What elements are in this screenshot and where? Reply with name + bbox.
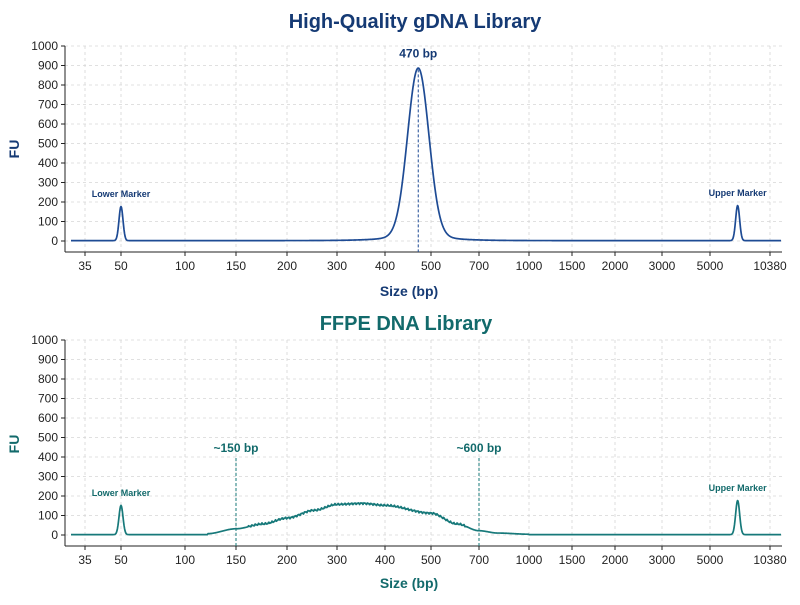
x-tick-label: 100 [175,259,195,273]
y-tick-label: 600 [38,411,58,425]
y-axis-title: FU [6,435,22,454]
x-tick-label: 3000 [649,259,676,273]
x-tick-label: 50 [114,553,128,567]
x-tick-label: 400 [375,553,395,567]
y-tick-label: 500 [38,431,58,445]
marker-label: Lower Marker [92,488,151,498]
y-tick-label: 600 [38,117,58,131]
y-tick-label: 800 [38,78,58,92]
y-tick-label: 100 [38,215,58,229]
chart-panel-hq-gdna: High-Quality gDNA Library Size (bp) FU 0… [6,11,787,299]
marker-label: Lower Marker [92,189,151,199]
x-tick-label: 35 [78,553,92,567]
chart-title: FFPE DNA Library [320,313,493,335]
x-tick-label: 10380 [753,553,787,567]
x-tick-label: 35 [78,259,92,273]
size-range-label: ~600 bp [456,441,501,455]
y-tick-label: 900 [38,353,58,367]
marker-label: Upper Marker [709,483,768,493]
y-tick-label: 0 [51,528,58,542]
x-tick-label: 1000 [516,259,543,273]
peak-size-label: 470 bp [399,46,437,60]
y-tick-label: 400 [38,156,58,170]
x-tick-label: 1500 [559,259,586,273]
x-tick-label: 300 [327,553,347,567]
x-tick-label: 2000 [602,259,629,273]
x-tick-label: 1500 [559,553,586,567]
x-axis-title: Size (bp) [380,575,438,591]
y-tick-label: 900 [38,59,58,73]
marker-label: Upper Marker [709,188,768,198]
y-tick-label: 1000 [31,333,58,347]
y-tick-label: 100 [38,509,58,523]
y-tick-label: 700 [38,98,58,112]
x-tick-label: 50 [114,259,128,273]
x-tick-label: 150 [226,553,246,567]
x-tick-label: 2000 [602,553,629,567]
y-tick-label: 0 [51,234,58,248]
y-tick-label: 200 [38,489,58,503]
y-tick-label: 400 [38,450,58,464]
x-tick-label: 100 [175,553,195,567]
x-tick-label: 200 [277,553,297,567]
x-axis-title: Size (bp) [380,283,438,299]
y-tick-label: 300 [38,470,58,484]
x-tick-label: 5000 [697,259,724,273]
x-tick-label: 700 [469,259,489,273]
y-tick-label: 200 [38,195,58,209]
x-tick-label: 1000 [516,553,543,567]
y-tick-label: 700 [38,392,58,406]
trace-line [70,499,782,536]
x-tick-label: 700 [469,553,489,567]
x-tick-label: 400 [375,259,395,273]
size-range-label: ~150 bp [213,441,258,455]
x-tick-label: 500 [421,553,441,567]
trace-line [70,67,782,242]
chart-title: High-Quality gDNA Library [289,11,542,33]
y-tick-label: 500 [38,137,58,151]
y-axis-title: FU [6,140,22,159]
x-tick-label: 5000 [697,553,724,567]
y-tick-label: 300 [38,176,58,190]
x-tick-label: 300 [327,259,347,273]
x-tick-label: 200 [277,259,297,273]
x-tick-label: 500 [421,259,441,273]
chart-panel-ffpe-dna: FFPE DNA Library Size (bp) FU 0 100 200 300… [6,313,787,591]
y-tick-label: 800 [38,372,58,386]
y-tick-label: 1000 [31,39,58,53]
x-tick-label: 3000 [649,553,676,567]
x-tick-label: 150 [226,259,246,273]
x-tick-label: 10380 [753,259,787,273]
